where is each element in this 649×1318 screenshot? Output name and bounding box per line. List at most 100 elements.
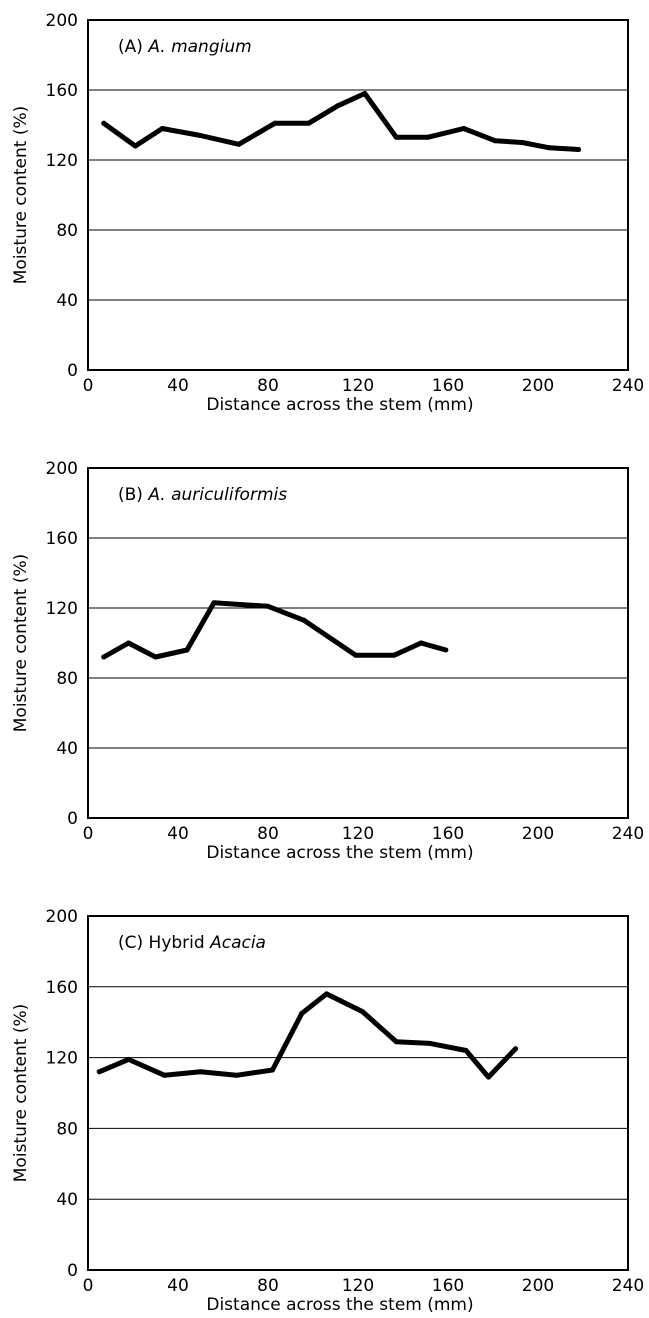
x-tick-label: 120	[342, 1276, 374, 1296]
data-point	[101, 120, 107, 126]
y-tick-label: 120	[46, 1049, 78, 1069]
data-point	[126, 640, 131, 646]
data-point	[391, 652, 397, 658]
x-tick-label: 240	[612, 824, 644, 844]
plot-frame	[87, 467, 629, 819]
x-tick-label: 160	[432, 824, 464, 844]
y-tick-label: 40	[56, 739, 78, 759]
x-tick-label: 160	[432, 376, 464, 396]
y-tick-label: 160	[46, 81, 78, 101]
panel-label: (C) Hybrid Acacia	[118, 933, 266, 953]
data-point	[101, 654, 107, 660]
y-tick-label: 160	[46, 529, 78, 549]
chart-panel-3: 0 40 80 120 160 200 0 40 80 120 160 200 240 Distance …	[11, 907, 644, 1315]
data-line	[96, 991, 518, 1080]
x-axis-label: Distance across the stem (mm)	[206, 1295, 473, 1315]
data-point	[324, 991, 329, 997]
x-tick-label: 200	[522, 1276, 554, 1296]
y-axis-label: Moisture content (%)	[11, 106, 31, 284]
x-axis-label: Distance across the stem (mm)	[206, 395, 473, 415]
data-point	[443, 647, 449, 653]
data-point	[306, 120, 311, 126]
x-tick-label: 40	[167, 1276, 189, 1296]
data-point	[132, 143, 138, 149]
y-tick-label: 40	[56, 291, 78, 311]
data-point	[519, 140, 525, 145]
y-tick-label: 80	[56, 1119, 78, 1139]
panel-label-name: Hybrid	[149, 933, 211, 953]
data-point	[126, 1056, 131, 1062]
y-tick-label: 40	[56, 1190, 78, 1210]
y-axis-label: Moisture content (%)	[11, 1004, 31, 1182]
x-tick-label: 80	[257, 824, 279, 844]
x-tick-label: 0	[83, 824, 94, 844]
x-tick-label: 0	[83, 376, 94, 396]
data-point	[301, 617, 307, 623]
data-point	[513, 1046, 518, 1052]
y-axis-label: Moisture content (%)	[11, 554, 31, 732]
data-point	[198, 133, 203, 138]
panel-label-prefix: (A)	[118, 37, 148, 57]
data-point	[265, 603, 271, 609]
panel-label-species: Acacia	[209, 933, 266, 953]
data-point	[335, 103, 341, 109]
data-point	[418, 640, 424, 646]
y-tick-label: 200	[46, 11, 78, 31]
data-point	[234, 1072, 239, 1078]
data-point	[461, 126, 467, 131]
x-tick-label: 120	[342, 824, 374, 844]
data-point	[353, 652, 359, 658]
data-point	[153, 654, 158, 660]
data-point	[360, 1009, 365, 1015]
x-tick-label: 80	[257, 376, 279, 396]
panel-label-species: A. mangium	[147, 37, 251, 57]
panel-label: (B) A. auriculiformis	[118, 485, 287, 505]
chart-panel-1: 0 40 80 120 160 200 0 40 80 120 160 200 240 Distance …	[11, 11, 644, 415]
panel-label-prefix: (C)	[118, 933, 149, 953]
data-point	[425, 134, 431, 140]
x-tick-label: 200	[522, 824, 554, 844]
data-point	[236, 141, 242, 147]
data-point	[272, 120, 278, 126]
y-tick-label: 200	[46, 907, 78, 927]
y-tick-label: 120	[46, 151, 78, 171]
panel-label: (A) A. mangium	[118, 37, 252, 57]
data-point	[162, 1072, 167, 1078]
x-tick-label: 40	[167, 824, 189, 844]
data-point	[96, 1069, 102, 1075]
y-tick-label: 200	[46, 459, 78, 479]
x-axis-label: Distance across the stem (mm)	[206, 843, 473, 863]
x-tick-label: 200	[522, 376, 554, 396]
x-tick-label: 80	[257, 1276, 279, 1296]
data-point	[159, 126, 165, 131]
x-tick-label: 120	[342, 376, 374, 396]
y-tick-label: 80	[56, 669, 78, 689]
data-line	[101, 600, 449, 660]
y-tick-label: 0	[67, 1261, 78, 1281]
data-point	[362, 91, 368, 96]
x-tick-label: 160	[432, 1276, 464, 1296]
data-point	[486, 1074, 491, 1080]
data-point	[299, 1010, 305, 1016]
data-point	[198, 1069, 203, 1075]
y-tick-label: 160	[46, 978, 78, 998]
data-point	[576, 147, 581, 152]
y-tick-label: 80	[56, 221, 78, 241]
x-tick-label: 240	[612, 376, 644, 396]
x-tick-label: 240	[612, 1276, 644, 1296]
data-point	[546, 145, 552, 151]
data-line	[101, 91, 581, 152]
y-tick-label: 0	[67, 361, 78, 381]
data-point	[427, 1040, 433, 1046]
panel-label-species: A. auriculiformis	[147, 485, 287, 505]
y-tick-label: 0	[67, 809, 78, 829]
x-tick-label: 40	[167, 376, 189, 396]
data-point	[270, 1067, 275, 1073]
data-point	[211, 600, 217, 606]
data-point	[393, 1039, 399, 1045]
data-point	[492, 138, 498, 144]
x-tick-label: 0	[83, 1276, 94, 1296]
chart-panel-2: 0 40 80 120 160 200 0 40 80 120 160 200 240 Distance …	[11, 459, 644, 863]
data-point	[463, 1048, 469, 1054]
